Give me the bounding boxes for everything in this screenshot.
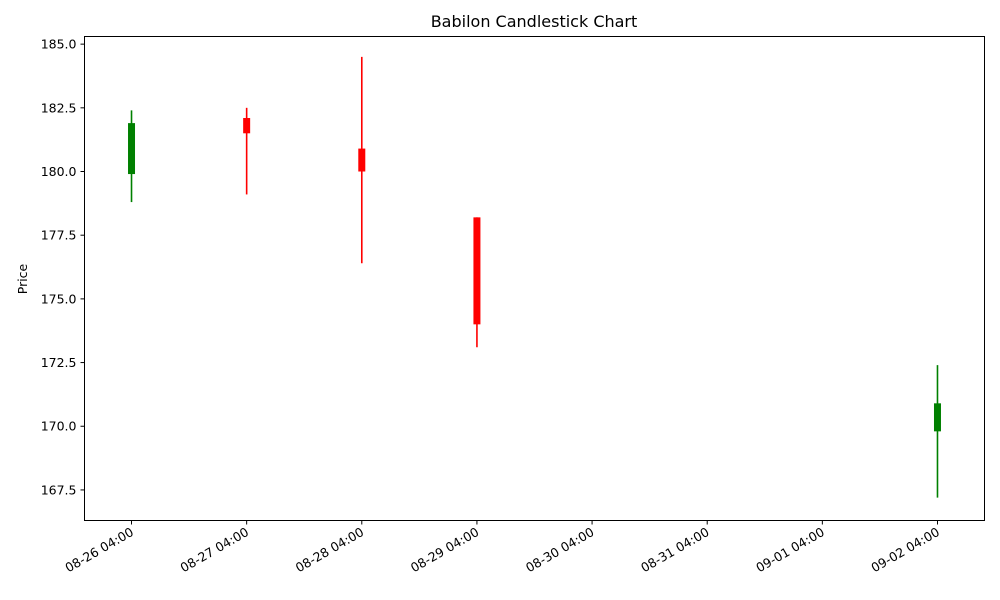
x-tick-label: 08-31 04:00 — [638, 524, 712, 575]
candle-down — [243, 107, 251, 195]
candle-down — [358, 56, 366, 264]
x-tick-label: 08-27 04:00 — [178, 524, 252, 575]
x-tick-label: 08-29 04:00 — [408, 524, 482, 575]
x-tick-label: 08-30 04:00 — [523, 524, 597, 575]
y-tick-label: 185.0 — [41, 37, 77, 52]
y-tick-label: 175.0 — [41, 291, 77, 306]
x-tick-label: 09-01 04:00 — [753, 524, 827, 575]
x-axis: 08-26 04:00 08-27 04:00 08-28 04:00 08-29 0… — [62, 520, 942, 575]
candle-down — [473, 217, 481, 348]
x-tick-label: 08-28 04:00 — [293, 524, 367, 575]
y-tick-label: 170.0 — [41, 419, 77, 434]
y-tick-label: 177.5 — [41, 228, 77, 243]
y-axis-label: Price — [15, 263, 30, 294]
y-tick-label: 167.5 — [41, 482, 77, 497]
y-tick-label: 180.0 — [41, 164, 77, 179]
x-tick-label: 09-02 04:00 — [868, 524, 942, 575]
candle-body — [243, 118, 251, 134]
candles-layer — [128, 56, 941, 498]
candle-body — [358, 148, 366, 172]
candle-body — [933, 403, 941, 432]
candle-up — [933, 365, 941, 498]
x-tick-label: 08-26 04:00 — [62, 524, 136, 575]
candle-up — [128, 110, 136, 203]
y-axis: 167.5 170.0 172.5 175.0 177.5 180.0 182.5 185.0 — [41, 37, 85, 497]
y-tick-label: 172.5 — [41, 355, 77, 370]
plot-area-frame — [84, 36, 985, 521]
candle-body — [128, 123, 136, 175]
y-tick-label: 182.5 — [41, 100, 77, 115]
candle-body — [473, 217, 481, 325]
chart-title: Babilon Candlestick Chart — [431, 12, 638, 31]
